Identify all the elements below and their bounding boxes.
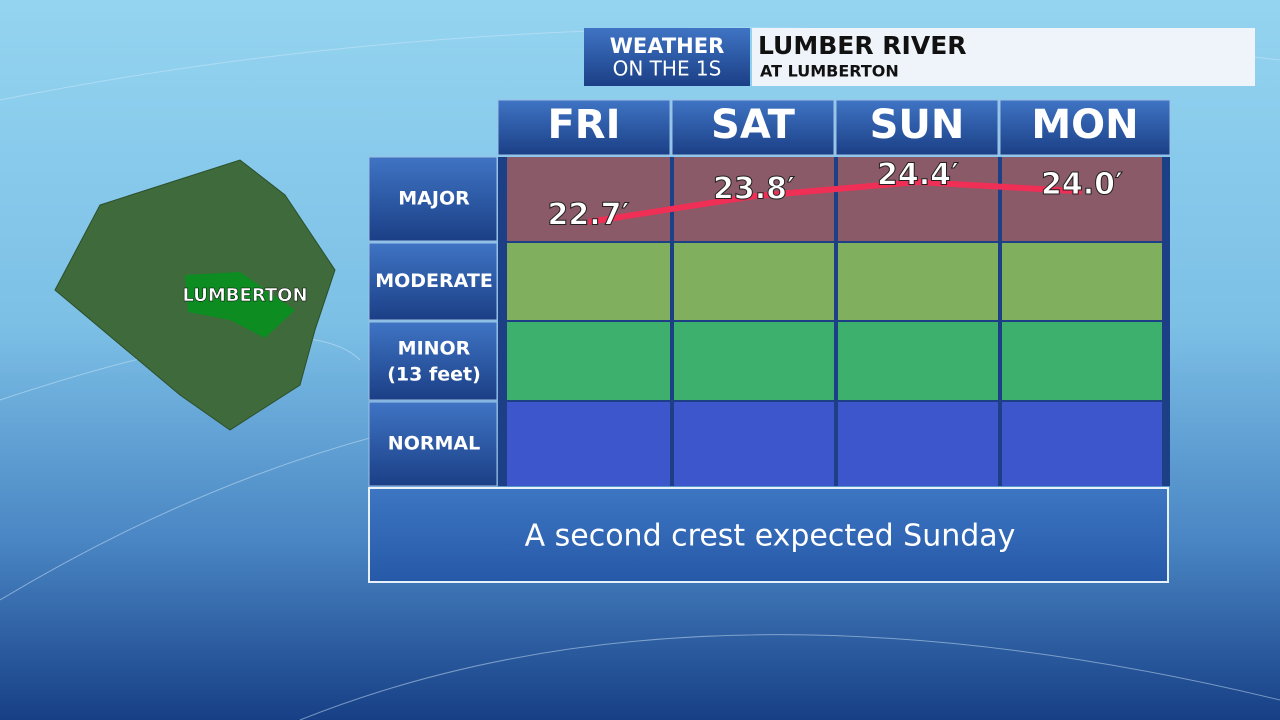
value-label: 22.7′ (548, 198, 630, 233)
band-cell (1002, 243, 1162, 320)
band-cell (1002, 402, 1162, 486)
band-sublabel: (13 feet) (387, 364, 481, 386)
note: A second crest expected Sunday (525, 519, 1016, 554)
day-label: FRI (547, 102, 620, 148)
band-cell (507, 157, 670, 241)
band-label: MAJOR (398, 188, 470, 210)
band-cell (1002, 322, 1162, 400)
band-cell (838, 243, 998, 320)
band-cell (507, 243, 670, 320)
title: LUMBER RIVER (758, 31, 967, 60)
city-area (185, 272, 295, 338)
band-cell (838, 157, 998, 241)
subtitle: AT LUMBERTON (760, 62, 899, 81)
band-cell (838, 322, 998, 400)
band-label-box (368, 321, 498, 401)
day-header (671, 99, 835, 156)
day-header (999, 99, 1171, 156)
band-label: MINOR (398, 338, 471, 360)
brand-line: ON THE 1S (613, 57, 722, 81)
value-label: 24.4′ (877, 158, 959, 193)
value-label: 23.8′ (713, 172, 795, 207)
band-label-box (368, 401, 498, 487)
brand-box (584, 28, 750, 86)
band-label: NORMAL (388, 433, 480, 455)
band-label-box (368, 156, 498, 242)
brand-line: WEATHER (610, 34, 725, 58)
band-label: MODERATE (375, 270, 493, 292)
title-box (752, 28, 1255, 86)
value-label: 24.0′ (1041, 167, 1123, 202)
band-cell (838, 402, 998, 486)
band-cell (674, 322, 834, 400)
band-cell (507, 402, 670, 486)
note-box (368, 487, 1169, 583)
band-cell (674, 402, 834, 486)
band-cell (674, 243, 834, 320)
day-label: SAT (711, 102, 796, 148)
band-cell (1002, 157, 1162, 241)
day-header (835, 99, 999, 156)
band-label-box (368, 242, 498, 321)
day-label: SUN (870, 102, 965, 148)
day-label: MON (1031, 102, 1138, 148)
band-cell (507, 322, 670, 400)
day-header (497, 99, 671, 156)
map-label: LUMBERTON (182, 285, 307, 306)
level-line (588, 179, 1083, 225)
